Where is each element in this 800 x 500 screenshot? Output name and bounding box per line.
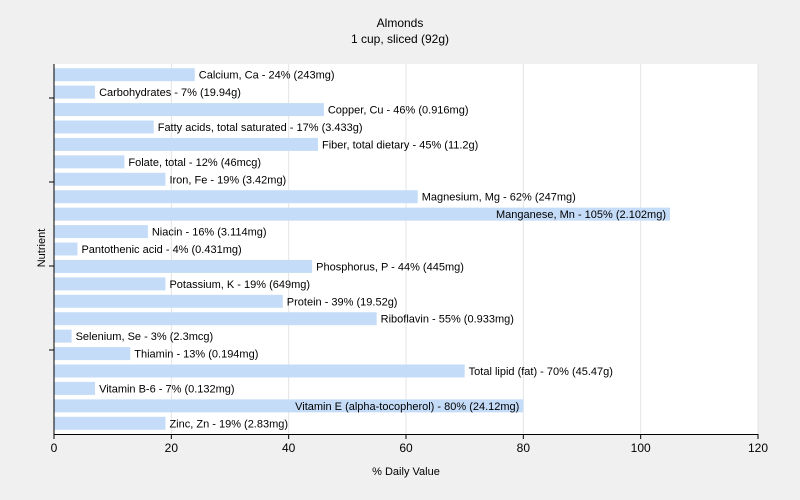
bar-label: Protein - 39% (19.52g) bbox=[287, 296, 398, 308]
x-tick-label: 60 bbox=[399, 441, 413, 455]
bar-label: Folate, total - 12% (46mcg) bbox=[128, 157, 261, 169]
bar-label: Vitamin E (alpha-tocopherol) - 80% (24.1… bbox=[295, 401, 519, 413]
bar-label: Iron, Fe - 19% (3.42mg) bbox=[169, 174, 286, 186]
bar[interactable] bbox=[54, 225, 148, 239]
bar[interactable] bbox=[54, 68, 195, 82]
bar-label: Total lipid (fat) - 70% (45.47g) bbox=[469, 366, 613, 378]
bar[interactable] bbox=[54, 85, 96, 99]
bar[interactable] bbox=[54, 399, 524, 413]
x-axis-label: % Daily Value bbox=[372, 466, 440, 478]
bar[interactable] bbox=[54, 259, 313, 273]
bar[interactable] bbox=[54, 137, 318, 151]
bar[interactable] bbox=[54, 155, 125, 169]
bar-label: Riboflavin - 55% (0.933mg) bbox=[381, 314, 514, 326]
bar-label: Fiber, total dietary - 45% (11.2g) bbox=[322, 139, 478, 151]
x-tick-label: 40 bbox=[282, 441, 296, 455]
bar[interactable] bbox=[54, 312, 377, 326]
bar-label: Calcium, Ca - 24% (243mg) bbox=[199, 70, 335, 82]
x-tick-label: 100 bbox=[631, 441, 651, 455]
bar[interactable] bbox=[54, 172, 166, 186]
bar-label: Niacin - 16% (3.114mg) bbox=[152, 227, 267, 239]
bar[interactable] bbox=[54, 347, 131, 361]
bar-label: Magnesium, Mg - 62% (247mg) bbox=[422, 192, 576, 204]
chart-subtitle: 1 cup, sliced (92g) bbox=[350, 32, 450, 46]
bar-label: Phosphorus, P - 44% (445mg) bbox=[316, 261, 464, 273]
bar-label: Fatty acids, total saturated - 17% (3.43… bbox=[158, 122, 363, 134]
y-axis-label: Nutrient bbox=[36, 228, 48, 268]
bar-label: Vitamin B-6 - 7% (0.132mg) bbox=[99, 383, 235, 395]
bar-label: Selenium, Se - 3% (2.3mcg) bbox=[76, 331, 214, 343]
bar[interactable] bbox=[54, 381, 96, 395]
bar[interactable] bbox=[54, 120, 154, 134]
x-tick-label: 0 bbox=[51, 441, 58, 455]
bar-label: Copper, Cu - 46% (0.916mg) bbox=[328, 105, 469, 117]
x-tick-label: 120 bbox=[748, 441, 768, 455]
bar[interactable] bbox=[54, 364, 465, 378]
x-tick-label: 20 bbox=[165, 441, 179, 455]
bar[interactable] bbox=[54, 242, 78, 256]
bar-label: Pantothenic acid - 4% (0.431mg) bbox=[81, 244, 241, 256]
bar-label: Zinc, Zn - 19% (2.83mg) bbox=[169, 418, 288, 430]
bar[interactable] bbox=[54, 103, 324, 117]
bar[interactable] bbox=[54, 294, 283, 308]
bar[interactable] bbox=[54, 277, 166, 291]
bar-label: Manganese, Mn - 105% (2.102mg) bbox=[496, 209, 666, 221]
bar-label: Carbohydrates - 7% (19.94g) bbox=[99, 87, 241, 99]
x-tick-label: 80 bbox=[517, 441, 531, 455]
bar-label: Potassium, K - 19% (649mg) bbox=[169, 279, 310, 291]
bar[interactable] bbox=[54, 329, 72, 343]
bar[interactable] bbox=[54, 207, 670, 221]
bar[interactable] bbox=[54, 416, 166, 430]
chart-title: Almonds bbox=[376, 16, 424, 30]
bar-label: Thiamin - 13% (0.194mg) bbox=[134, 349, 258, 361]
bar[interactable] bbox=[54, 190, 418, 204]
